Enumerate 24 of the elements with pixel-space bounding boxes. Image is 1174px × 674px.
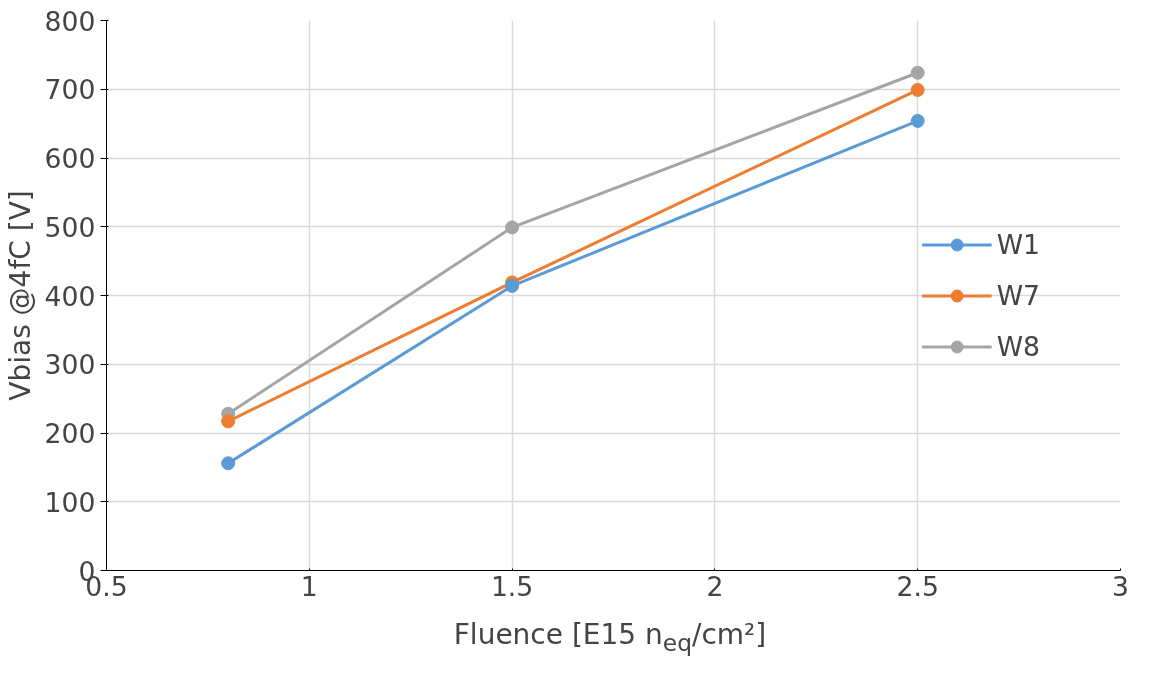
- y-tick-label: 200: [44, 418, 96, 449]
- y-tick-label: 700: [44, 74, 96, 106]
- legend-label: W8: [996, 330, 1040, 362]
- x-tick-label: 2: [706, 570, 724, 602]
- point: [221, 456, 236, 471]
- x-tick-label: 2.5: [896, 570, 939, 602]
- x-tick-label: 3: [1112, 570, 1129, 602]
- x-axis-title: Fluence [E15 n$_{eq}$/cm²]: [453, 617, 767, 659]
- legend-label: W1: [996, 228, 1040, 260]
- y-tick-label: 100: [44, 486, 96, 518]
- point: [221, 414, 236, 429]
- point: [910, 113, 925, 128]
- point: [910, 82, 925, 97]
- y-tick-label: 800: [44, 5, 96, 37]
- point: [505, 220, 520, 235]
- x-tick-label: 1: [300, 570, 318, 602]
- y-tick-label: 400: [44, 280, 96, 312]
- y-tick-label: 300: [44, 349, 96, 381]
- x-tick-label: 1.5: [490, 570, 534, 602]
- legend-label: W7: [996, 279, 1040, 311]
- y-tick-label: 500: [44, 211, 96, 243]
- point: [910, 65, 925, 80]
- y-tick-label: 600: [44, 143, 96, 174]
- y-axis-title: Vbias @4fC [V]: [3, 190, 37, 401]
